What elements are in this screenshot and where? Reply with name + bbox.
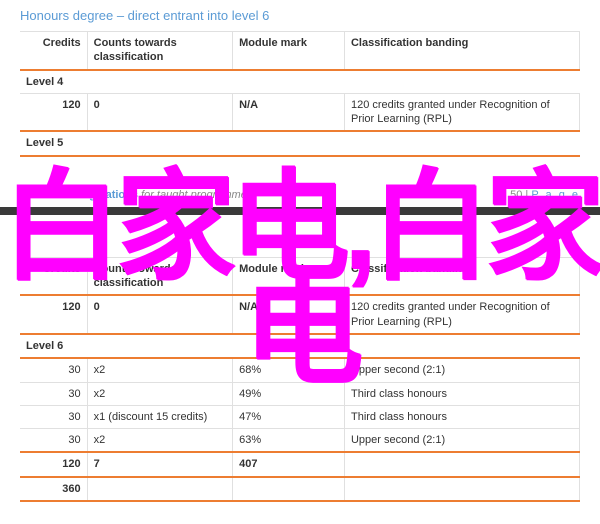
level-4-row: Level 4	[20, 70, 580, 94]
level-6-label: Level 6	[20, 334, 580, 358]
table-header-row: Credits Counts towards classification Mo…	[20, 257, 580, 295]
cell-banding: Third class honours	[344, 382, 579, 405]
cell-banding: Third class honours	[344, 405, 579, 428]
level-5-row: Level 5	[20, 131, 580, 155]
total-row: 360	[20, 477, 580, 501]
level-4-label: Level 4	[20, 70, 580, 94]
page-footer: Academic Regulations for taught programm…	[0, 189, 600, 201]
cell-credits: 120	[20, 295, 87, 334]
cell-counts: 0	[87, 295, 232, 334]
table-upper: Credits Counts towards classification Mo…	[20, 31, 580, 157]
cell-module: 47%	[233, 405, 345, 428]
data-row: 120 0 N/A 120 credits granted under Reco…	[20, 295, 580, 334]
subtotal-row: 120 7 407	[20, 452, 580, 476]
cell-counts: x2	[87, 382, 232, 405]
table-header-row: Credits Counts towards classification Mo…	[20, 32, 580, 70]
th-module: Module mark	[233, 32, 345, 70]
footer-left: Academic Regulations for taught programm…	[20, 189, 252, 201]
cell-module: N/A	[233, 93, 345, 131]
page-label: P a g e	[531, 189, 580, 201]
cell-credits: 30	[20, 382, 87, 405]
footer-subtitle: for taught programmes	[138, 189, 252, 201]
page-number: 50	[510, 189, 522, 201]
cell-credits: 30	[20, 405, 87, 428]
cell-counts: x1 (discount 15 credits)	[87, 405, 232, 428]
cell-banding	[344, 452, 579, 476]
cell-credits: 360	[20, 477, 87, 501]
section-title: Honours degree – direct entrant into lev…	[20, 8, 580, 23]
cell-banding: 120 credits granted under Recognition of…	[344, 295, 579, 334]
table-lower: Credits Counts towards classification Mo…	[20, 257, 580, 502]
thick-separator	[0, 207, 600, 215]
cell-counts: x2	[87, 429, 232, 453]
footer-title: Academic Regulations	[20, 189, 138, 201]
cell-module: 63%	[233, 429, 345, 453]
page-upper: Honours degree – direct entrant into lev…	[0, 0, 600, 161]
cell-module: N/A	[233, 295, 345, 334]
th-credits: Credits	[20, 32, 87, 70]
cell-banding: Upper second (2:1)	[344, 358, 579, 382]
cell-empty	[344, 477, 579, 501]
data-row: 30 x2 68% Upper second (2:1)	[20, 358, 580, 382]
cell-module: 49%	[233, 382, 345, 405]
footer-right: 50 | P a g e	[510, 189, 580, 201]
th-banding: Classification banding	[344, 32, 579, 70]
page-separator: Academic Regulations for taught programm…	[0, 189, 600, 215]
data-row: 30 x2 63% Upper second (2:1)	[20, 429, 580, 453]
cell-module: 68%	[233, 358, 345, 382]
cell-counts: 7	[87, 452, 232, 476]
cell-empty	[233, 477, 345, 501]
cell-module: 407	[233, 452, 345, 476]
cell-credits: 120	[20, 452, 87, 476]
cell-credits: 120	[20, 93, 87, 131]
level-5-label: Level 5	[20, 131, 580, 155]
cell-counts: x2	[87, 358, 232, 382]
cell-banding: 120 credits granted under Recognition of…	[344, 93, 579, 131]
th-banding: Classification banding	[344, 257, 579, 295]
cell-credits: 30	[20, 358, 87, 382]
th-credits: Credits	[20, 257, 87, 295]
cell-empty	[87, 477, 232, 501]
th-module: Module mark	[233, 257, 345, 295]
data-row: 30 x1 (discount 15 credits) 47% Third cl…	[20, 405, 580, 428]
cell-credits: 30	[20, 429, 87, 453]
cell-counts: 0	[87, 93, 232, 131]
level-6-row: Level 6	[20, 334, 580, 358]
data-row: 120 0 N/A 120 credits granted under Reco…	[20, 93, 580, 131]
th-counts: Counts towards classification	[87, 32, 232, 70]
cell-banding: Upper second (2:1)	[344, 429, 579, 453]
page-lower: Credits Counts towards classification Mo…	[0, 215, 600, 506]
data-row: 30 x2 49% Third class honours	[20, 382, 580, 405]
th-counts: Counts towards classification	[87, 257, 232, 295]
